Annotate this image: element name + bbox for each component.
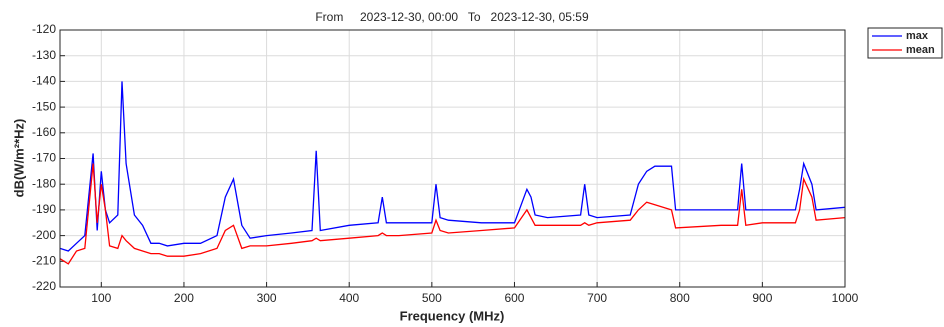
x-tick-label: 600 <box>504 291 524 305</box>
x-tick-label: 200 <box>174 291 194 305</box>
series-line <box>59 81 846 252</box>
x-tick-label: 700 <box>587 291 607 305</box>
series-line <box>59 163 846 265</box>
y-tick-label: -180 <box>32 176 56 190</box>
y-tick-label: -220 <box>32 279 56 293</box>
y-tick-label: -150 <box>32 99 56 113</box>
legend-label: mean <box>906 44 935 56</box>
y-axis-label: dB(W/m²*Hz) <box>11 119 26 198</box>
x-tick-label: 1000 <box>832 291 859 305</box>
chart-title: From 2023-12-30, 00:00 To 2023-12-30, 05… <box>315 10 589 24</box>
legend-label: max <box>906 30 929 42</box>
x-tick-label: 500 <box>422 291 442 305</box>
x-tick-label: 800 <box>670 291 690 305</box>
y-tick-label: -190 <box>32 202 56 216</box>
x-axis-label: Frequency (MHz) <box>400 308 505 323</box>
x-tick-label: 400 <box>339 291 359 305</box>
y-tick-label: -160 <box>32 125 56 139</box>
legend-box <box>867 27 943 59</box>
y-tick-label: -140 <box>32 74 56 88</box>
x-tick-label: 300 <box>257 291 277 305</box>
axes-box <box>59 29 846 288</box>
y-tick-label: -130 <box>32 48 56 62</box>
y-tick-label: -170 <box>32 151 56 165</box>
y-tick-label: -210 <box>32 253 56 267</box>
y-tick-label: -120 <box>32 22 56 36</box>
x-tick-label: 100 <box>91 291 111 305</box>
y-tick-label: -200 <box>32 228 56 242</box>
x-tick-label: 900 <box>752 291 772 305</box>
